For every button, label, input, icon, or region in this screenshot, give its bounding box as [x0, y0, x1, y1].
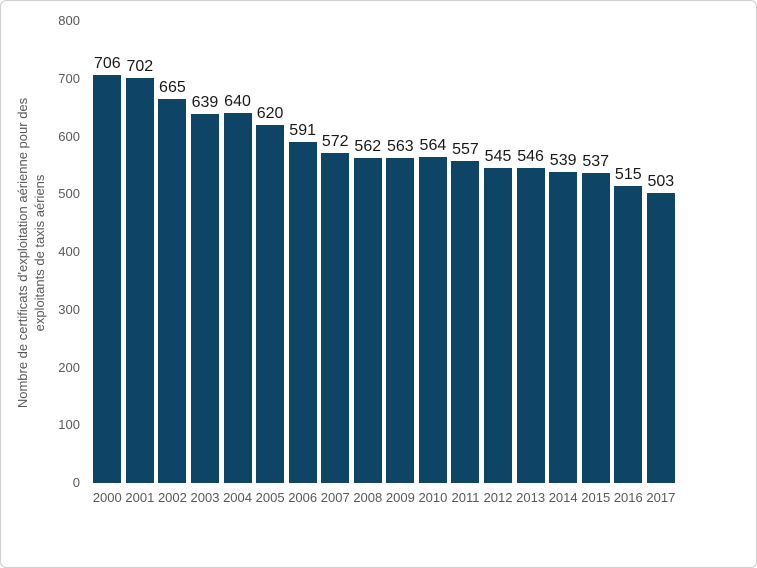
bar-slot: 537: [579, 21, 612, 483]
bar-slot: 563: [384, 21, 417, 483]
bar: [321, 152, 350, 483]
bar-value-label: 515: [614, 165, 642, 183]
bar: [484, 168, 513, 483]
bar-slot: 572: [319, 21, 352, 483]
x-tick-label: 2008: [353, 490, 383, 505]
bar-slot: 539: [547, 21, 580, 483]
bar-slot: 515: [612, 21, 645, 483]
x-axis-labels: 2000 2001 2002 2003 2004 2005 2006 2007 2008 2009…: [91, 490, 677, 506]
x-tick-label: 2004: [223, 490, 252, 505]
y-tick-label: 500: [58, 186, 80, 202]
bar-slot: 706: [91, 21, 124, 483]
x-tick-label: 2007: [320, 490, 350, 505]
bar: [125, 77, 154, 483]
bar-value-label: 539: [549, 151, 577, 169]
y-tick-label: 800: [58, 13, 80, 28]
bar: [288, 141, 317, 483]
bar-value-label: 545: [484, 148, 512, 166]
y-tick-label: 600: [58, 128, 80, 144]
y-tick-label: 400: [58, 244, 80, 259]
bar-value-label: 503: [647, 172, 675, 190]
x-tick-label: 2016: [613, 490, 643, 505]
y-tick-label: 300: [58, 301, 80, 317]
x-tick-label: 2009: [385, 490, 415, 505]
y-tick-label: 700: [58, 70, 80, 86]
x-tick-label: 2003: [190, 490, 220, 505]
y-tick-label: 200: [58, 359, 80, 375]
bar-slot: 640: [221, 21, 254, 483]
x-tick-label: 2000: [92, 490, 122, 505]
y-tick-label: 100: [58, 417, 80, 433]
bar-slot: 564: [417, 21, 450, 483]
bar-value-label: 563: [386, 137, 414, 155]
x-tick-label: 2006: [288, 490, 318, 505]
bar: [386, 157, 415, 483]
bar-value-label: 706: [93, 55, 121, 73]
x-tick-label: 2011: [451, 490, 480, 505]
bar-slot: 545: [482, 21, 515, 483]
x-tick-label: 2017: [646, 490, 676, 505]
bar-slot: 639: [189, 21, 222, 483]
bar-value-label: 564: [419, 137, 447, 155]
y-axis-ticks: 800 700 600 500 400 300 200 100 0: [1, 13, 80, 490]
bar: [256, 124, 285, 483]
bar-value-label: 562: [354, 138, 382, 156]
bar: [581, 172, 610, 483]
bar: [646, 192, 675, 483]
x-tick-label: 2002: [157, 490, 187, 505]
x-tick-label: 2013: [516, 490, 546, 505]
bar: [516, 167, 545, 483]
bar-value-label: 546: [517, 147, 544, 165]
y-tick-label: 0: [72, 475, 80, 490]
bar-value-label: 537: [582, 152, 610, 170]
bar-slot: 503: [645, 21, 678, 483]
bar: [451, 161, 480, 483]
bar: [418, 157, 447, 483]
bar-value-label: 665: [159, 78, 186, 96]
bars-area: 706 702 665 639 640 620 591 572 562 563 564 557 545 5…: [91, 21, 677, 483]
bar-value-label: 620: [256, 104, 284, 122]
bar-value-label: 557: [452, 141, 479, 159]
x-tick-label: 2001: [125, 490, 155, 505]
bar: [190, 113, 219, 483]
bar-value-label: 639: [191, 93, 219, 111]
x-tick-label: 2015: [581, 490, 611, 505]
bar-slot: 591: [286, 21, 319, 483]
bar: [158, 98, 187, 483]
bar: [93, 75, 122, 483]
bar-value-label: 702: [126, 57, 154, 75]
bar: [614, 185, 643, 483]
bar-slot: 557: [449, 21, 482, 483]
x-tick-label: 2012: [483, 490, 513, 505]
bar-value-label: 591: [289, 121, 316, 139]
bar-value-label: 640: [224, 93, 251, 111]
bar: [353, 158, 382, 483]
x-tick-label: 2010: [418, 490, 448, 505]
x-tick-label: 2005: [255, 490, 285, 505]
bar-value-label: 572: [321, 132, 349, 150]
bar-slot: 665: [156, 21, 189, 483]
bar-slot: 546: [514, 21, 547, 483]
bar-slot: 562: [352, 21, 385, 483]
bar: [223, 113, 252, 483]
bar-slot: 620: [254, 21, 287, 483]
bar-slot: 702: [124, 21, 157, 483]
bar: [549, 171, 578, 483]
x-tick-label: 2014: [548, 490, 578, 505]
